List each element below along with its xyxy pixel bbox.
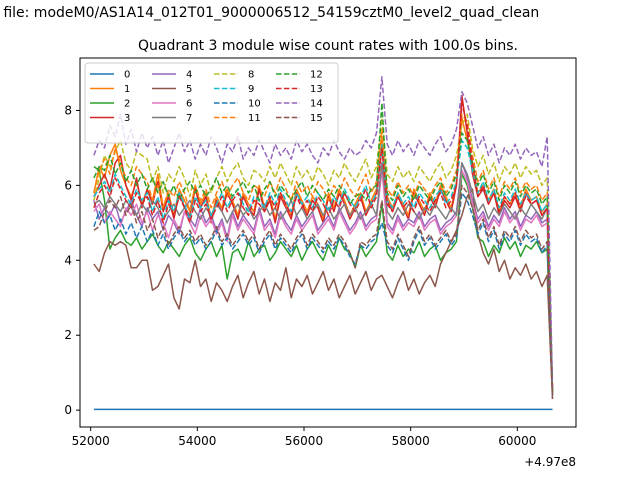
- series-line-6: [93, 169, 554, 396]
- chart-title: Quadrant 3 module wise count rates with …: [138, 38, 518, 54]
- y-axis: 0 2 4 6 8: [64, 103, 80, 417]
- legend-item-10: 10: [214, 99, 261, 110]
- legend-item-14: 14: [276, 99, 323, 110]
- y-tick-label: 8: [64, 103, 72, 117]
- series-line-8: [93, 113, 554, 392]
- figure-suptitle: n file: modeM0/AS1A14_012T01_9000006512_…: [0, 5, 539, 21]
- legend-item-4: 4: [152, 70, 192, 81]
- legend-item-3: 3: [90, 113, 130, 124]
- legend-label: 1: [124, 84, 130, 95]
- legend-label: 3: [124, 113, 130, 124]
- x-tick-label: 52000: [72, 434, 110, 448]
- legend-item-5: 5: [152, 84, 192, 95]
- legend-frame: [84, 62, 339, 144]
- series-line-14: [93, 75, 554, 388]
- series-line-7: [93, 162, 554, 396]
- x-tick-label: 60000: [498, 434, 536, 448]
- x-tick-label: 54000: [178, 434, 216, 448]
- series-line-10: [93, 192, 554, 396]
- legend-label: 0: [124, 70, 130, 81]
- legend-label: 2: [124, 99, 130, 110]
- y-tick-label: 6: [64, 178, 72, 192]
- legend-item-1: 1: [90, 84, 130, 95]
- legend-item-7: 7: [152, 113, 192, 124]
- y-tick-label: 4: [64, 253, 72, 267]
- series-line-9: [93, 139, 554, 392]
- legend-item-12: 12: [276, 70, 323, 81]
- legend-label: 8: [248, 70, 254, 81]
- legend-item-8: 8: [214, 70, 254, 81]
- legend-label: 12: [310, 70, 323, 81]
- series-line-13: [93, 102, 554, 392]
- x-axis-offset-label: +4.97e8: [524, 455, 576, 469]
- legend-label: 4: [186, 70, 192, 81]
- series-line-15: [93, 184, 554, 399]
- legend-label: 13: [310, 84, 323, 95]
- legend-label: 11: [248, 113, 261, 124]
- series-layer: [93, 75, 554, 411]
- x-tick-label: 56000: [285, 434, 323, 448]
- legend-item-11: 11: [214, 113, 261, 124]
- x-axis: 52000 54000 56000 58000 60000: [72, 427, 536, 448]
- legend-label: 15: [310, 113, 323, 124]
- y-tick-label: 0: [64, 403, 72, 417]
- legend-label: 9: [248, 84, 254, 95]
- legend-item-9: 9: [214, 84, 254, 95]
- plot-frame: [79, 57, 577, 428]
- legend-item-0: 0: [90, 70, 130, 81]
- legend-label: 14: [310, 99, 323, 110]
- y-tick-label: 2: [64, 328, 72, 342]
- series-line-11: [93, 113, 554, 392]
- legend-label: 5: [186, 84, 192, 95]
- legend-label: 10: [248, 99, 261, 110]
- legend-label: 7: [186, 113, 192, 124]
- legend-item-13: 13: [276, 84, 323, 95]
- series-line-12: [93, 102, 554, 392]
- legend-item-15: 15: [276, 113, 323, 124]
- legend-label: 6: [186, 99, 192, 110]
- legend-item-6: 6: [152, 99, 192, 110]
- x-tick-label: 58000: [392, 434, 430, 448]
- legend-item-2: 2: [90, 99, 130, 110]
